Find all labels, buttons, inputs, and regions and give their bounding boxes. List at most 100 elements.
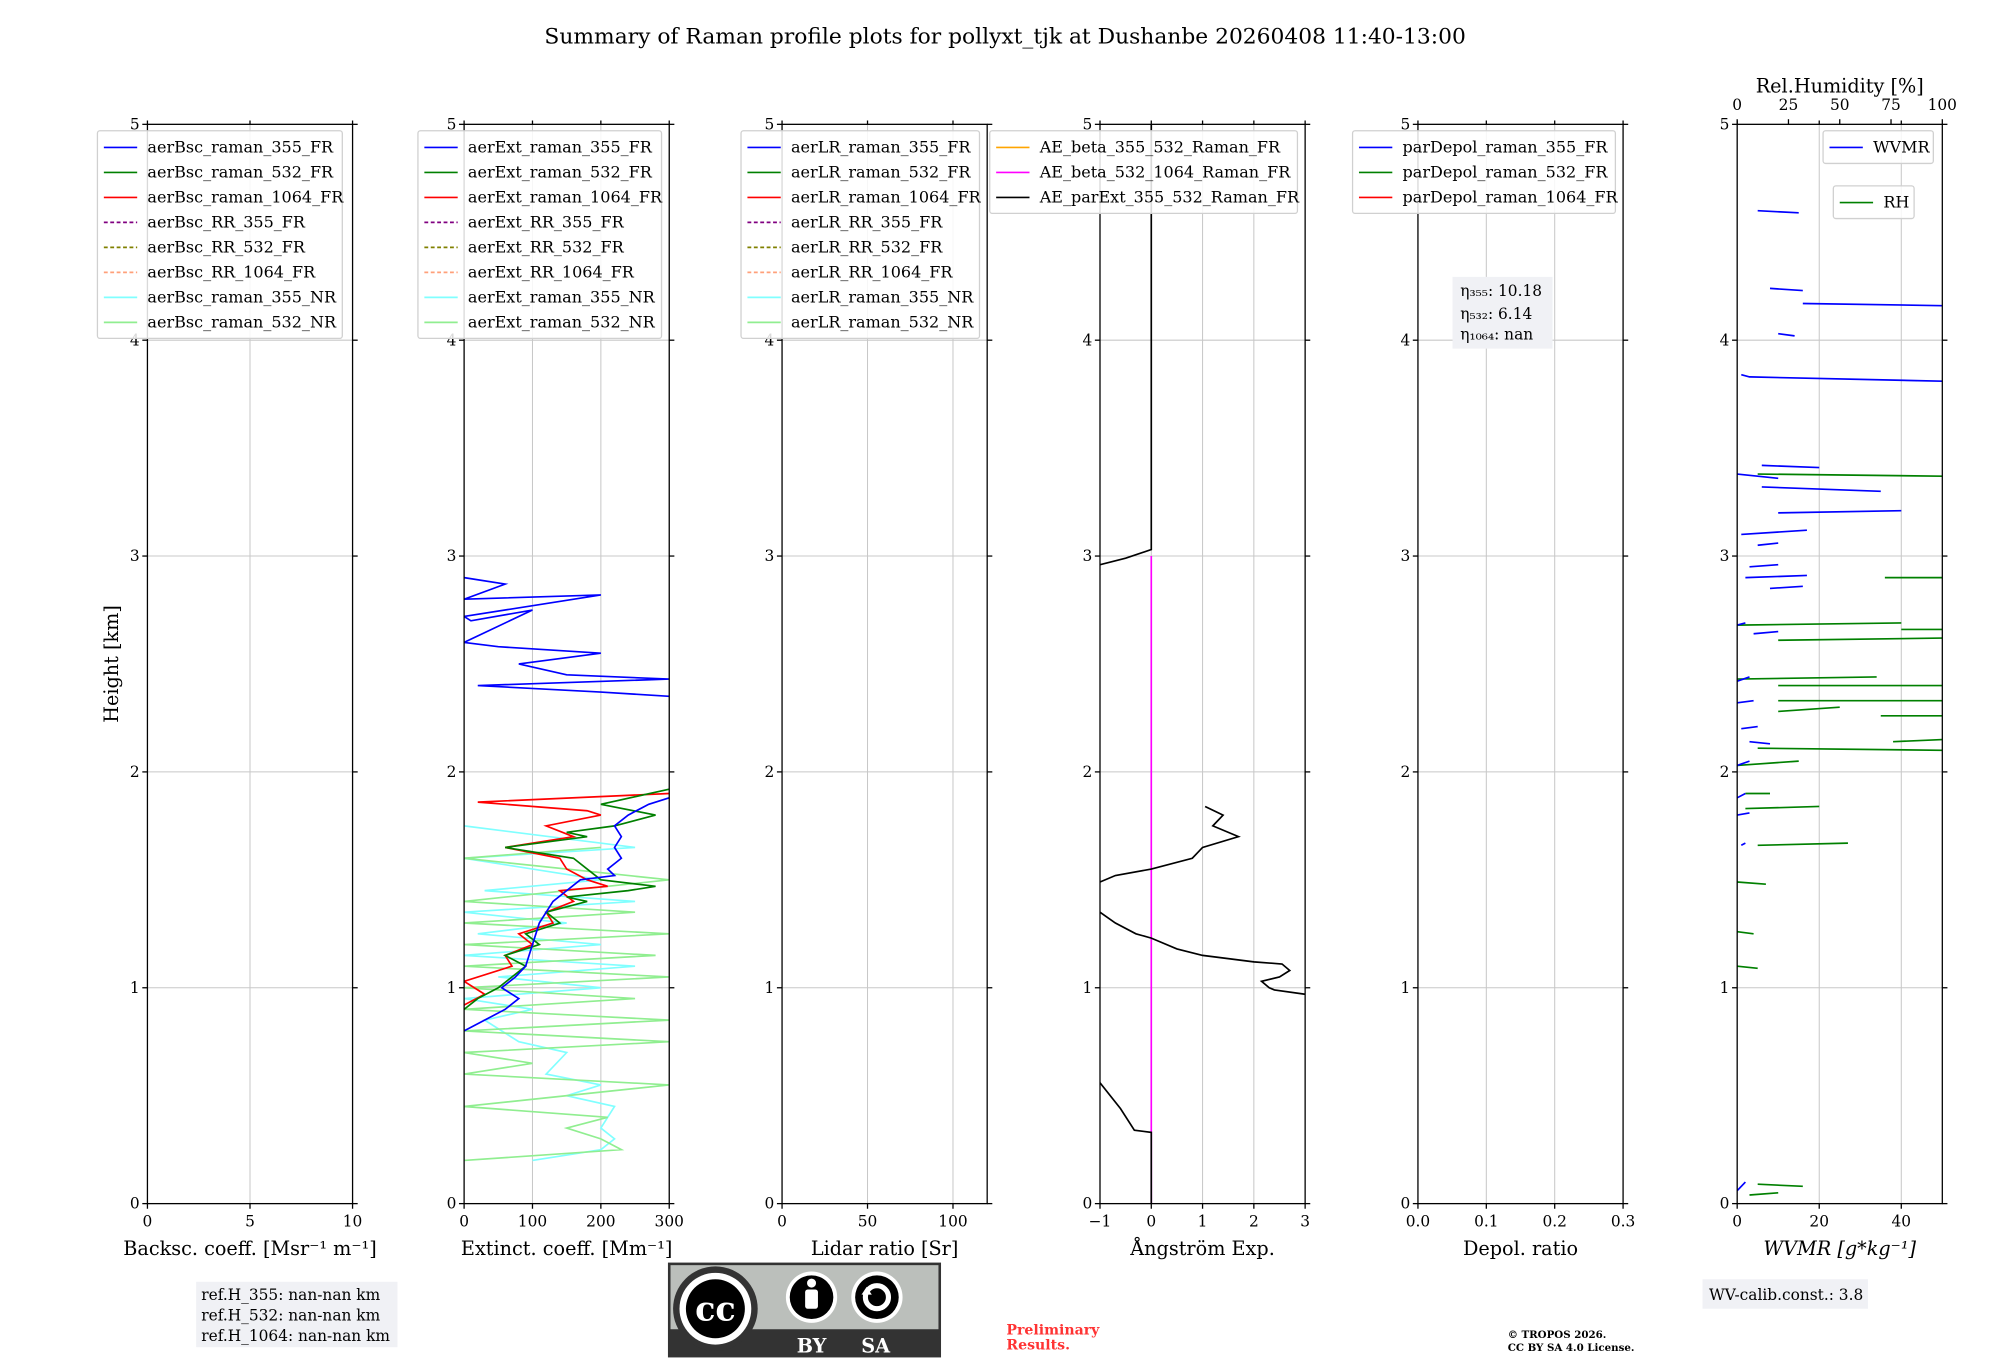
eta-355: η₃₅₅: 10.18: [1460, 282, 1542, 300]
series-line-AE_parExt_355_532_Raman_FR: [1100, 124, 1153, 566]
series-line-WVMR: [1737, 792, 1746, 799]
legend: aerExt_raman_355_FR aerExt_raman_532_FRae…: [417, 130, 663, 340]
y-tick-label: 4: [765, 331, 775, 349]
series-line-RH: [1737, 622, 1902, 626]
top-axis-label: Rel.Humidity [%]: [1756, 74, 1924, 97]
legend-label: aerLR_raman_1064_FR: [791, 188, 982, 207]
legend-label: RH: [1883, 193, 1909, 212]
series-aerExt_raman_532_NR: [464, 846, 670, 1162]
y-tick-label: 2: [765, 763, 775, 781]
axes-frame: [1736, 123, 1943, 1205]
x-tick-label: 10: [343, 1213, 363, 1231]
series-line-WVMR: [1737, 1181, 1746, 1192]
y-tick-label: 4: [1083, 331, 1093, 349]
y-tick-label: 1: [765, 979, 775, 997]
series-line-RH: [1778, 706, 1840, 713]
wv-calib-text: WV-calib.const.: 3.8: [1709, 1286, 1863, 1304]
legend-label: aerLR_raman_355_FR: [791, 138, 971, 157]
x-tick-label: 0.3: [1611, 1213, 1635, 1231]
x-axis-label: Extinct. coeff. [Mm⁻¹]: [461, 1237, 672, 1260]
legend-label: parDepol_raman_1064_FR: [1403, 188, 1619, 207]
x-tick-label: 5: [245, 1213, 255, 1231]
series-aerExt_raman_1064_FR: [464, 792, 670, 1006]
series-line-RH: [1737, 930, 1754, 935]
copyright-line-1: © TROPOS 2026.: [1508, 1329, 1607, 1341]
legend-label: aerExt_raman_532_NR: [468, 313, 656, 332]
legend-label: parDepol_raman_532_FR: [1403, 163, 1609, 182]
y-tick-label: 5: [1720, 115, 1730, 133]
eta-532: η₅₃₂: 6.14: [1460, 305, 1532, 323]
x-axis-label: Ångström Exp.: [1129, 1237, 1275, 1260]
y-tick-label: 0: [1083, 1195, 1093, 1213]
eta-1064: η₁₀₆₄: nan: [1460, 326, 1533, 344]
eta-box: η₃₅₅: 10.18 η₅₃₂: 6.14 η₁₀₆₄: nan: [1452, 276, 1553, 349]
x-tick-label: 0.1: [1474, 1213, 1498, 1231]
series-line-RH: [1757, 747, 1943, 752]
y-axis-label: Height [km]: [100, 605, 123, 723]
legend-label: aerLR_raman_532_FR: [791, 163, 971, 182]
series-line-WVMR: [1741, 725, 1758, 730]
series-line-RH: [1893, 738, 1943, 743]
legend: parDepol_raman_355_FR parDepol_raman_532_…: [1351, 130, 1619, 215]
top-x-tick-label: 0: [1732, 96, 1742, 114]
series-line-WVMR: [1757, 209, 1799, 214]
y-tick-label: 3: [447, 547, 457, 565]
series-line-RH: [1737, 760, 1799, 767]
y-tick-label: 5: [765, 115, 775, 133]
x-axis-label: Depol. ratio: [1463, 1237, 1578, 1260]
series-aerExt_raman_532_FR: [464, 788, 670, 1011]
series-line-WVMR: [1761, 464, 1820, 469]
y-tick-label: 0: [1720, 1195, 1730, 1213]
legend-label: aerBsc_raman_355_FR: [147, 138, 334, 157]
legend-label: aerExt_raman_532_FR: [468, 163, 653, 182]
x-axis-label: Lidar ratio [Sr]: [811, 1237, 959, 1260]
legend-label: aerLR_RR_1064_FR: [791, 263, 953, 282]
x-tick-label: 3: [1300, 1213, 1310, 1231]
y-tick-label: 4: [447, 331, 457, 349]
ref-h-1064: ref.H_1064: nan-nan km: [201, 1327, 390, 1345]
x-tick-label: 0: [777, 1213, 787, 1231]
series-RH: [1737, 473, 1943, 1196]
share-alike-icon: [851, 1271, 903, 1323]
y-tick-label: 5: [1083, 115, 1093, 133]
cc-text: cc: [695, 1289, 736, 1328]
axes-frame: [463, 123, 670, 1205]
x-axis-label: WVMR [g*kg⁻¹]: [1763, 1237, 1916, 1260]
y-tick-label: 2: [1720, 763, 1730, 781]
legend-label: AE_beta_355_532_Raman_FR: [1039, 138, 1281, 157]
legend-label: parDepol_raman_355_FR: [1403, 138, 1609, 157]
series-line-WVMR: [1769, 287, 1803, 292]
series-line-WVMR: [1749, 563, 1779, 568]
series-line-aerExt_raman_355_FR: [464, 576, 670, 698]
series-line-RH: [1737, 881, 1766, 885]
y-tick-label: 0: [130, 1195, 140, 1213]
legend-label: aerLR_raman_532_NR: [791, 313, 974, 332]
series-line-WVMR: [1753, 630, 1779, 635]
series-line-WVMR: [1741, 529, 1807, 536]
series-line-AE_parExt_355_532_Raman_FR: [1100, 911, 1306, 996]
ref-h-355: ref.H_355: nan-nan km: [201, 1286, 380, 1304]
y-tick-label: 1: [130, 979, 140, 997]
y-tick-label: 4: [1400, 331, 1410, 349]
legend-label: aerBsc_RR_1064_FR: [147, 263, 316, 282]
axes-frame: [781, 123, 988, 1205]
y-tick-label: 1: [1720, 979, 1730, 997]
y-tick-label: 2: [1083, 763, 1093, 781]
series-line-WVMR: [1778, 332, 1795, 337]
y-tick-label: 3: [1720, 547, 1730, 565]
top-x-tick-label: 75: [1881, 96, 1901, 114]
legend-label: aerExt_RR_532_FR: [468, 238, 625, 257]
y-tick-label: 3: [1083, 547, 1093, 565]
cc-by-sa-logo: cc BY SA: [667, 1262, 942, 1358]
series-line-RH: [1757, 1183, 1803, 1188]
x-tick-label: 40: [1891, 1213, 1911, 1231]
legend-label: aerBsc_RR_355_FR: [147, 213, 305, 232]
legend-label: aerExt_RR_1064_FR: [468, 263, 635, 282]
figure-title: Summary of Raman profile plots for polly…: [544, 25, 1465, 50]
